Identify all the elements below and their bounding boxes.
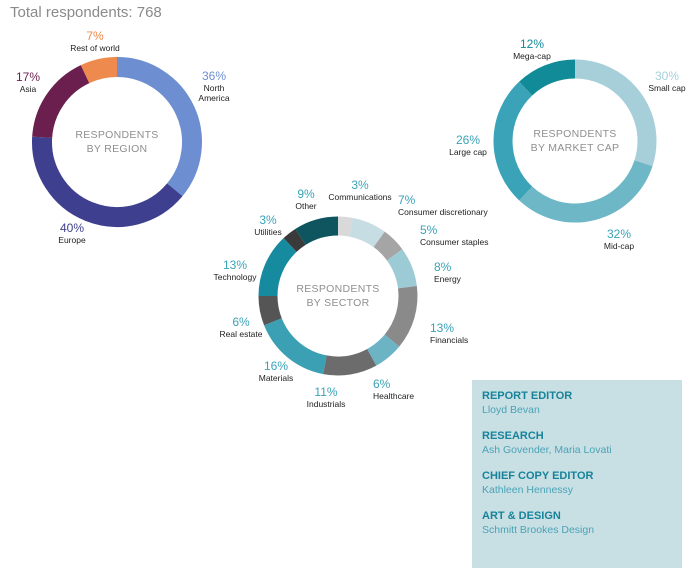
slice-percent: 3% — [259, 213, 277, 227]
slice-percent: 30% — [655, 69, 679, 83]
donut-slice — [258, 295, 282, 326]
slice-percent: 9% — [297, 187, 315, 201]
donut-slice — [386, 249, 417, 289]
slice-label: Utilities — [254, 227, 281, 237]
donut-chart: 30%Small cap 32%Mid-cap 26%Large cap 12%Meg… — [449, 37, 686, 251]
donut-slice — [32, 65, 90, 139]
donut-slice — [32, 136, 183, 227]
donut-slice — [283, 228, 306, 253]
slice-percent: 12% — [520, 37, 544, 51]
slice-percent: 26% — [456, 133, 480, 147]
donut-slice — [80, 57, 118, 84]
slice-label: Large cap — [449, 147, 487, 157]
slice-label: Real estate — [220, 329, 263, 339]
slice-percent: 3% — [351, 178, 369, 192]
slice-percent: 8% — [434, 260, 452, 274]
donut-slice — [373, 231, 403, 261]
donut-center-title: RESPONDENTS — [296, 283, 379, 295]
donut-center-title: BY MARKET CAP — [531, 142, 620, 154]
slice-label: Mega-cap — [513, 51, 551, 61]
slice-label: Asia — [20, 84, 37, 94]
slice-label: Europe — [58, 235, 86, 245]
credit-role: ART & DESIGN — [482, 510, 561, 522]
donut-slice — [574, 59, 657, 167]
donut-slice — [366, 334, 400, 366]
slice-label: Materials — [259, 373, 293, 383]
donut-slice — [116, 57, 202, 197]
donut-center-title: BY REGION — [87, 143, 148, 155]
donut-slice — [258, 238, 297, 297]
credit-role: REPORT EDITOR — [482, 390, 573, 402]
slice-percent: 6% — [232, 315, 250, 329]
donut-slice — [264, 317, 328, 375]
slice-percent: 13% — [430, 321, 454, 335]
slice-percent: 13% — [223, 258, 247, 272]
slice-label: Other — [295, 201, 316, 211]
slice-label: Rest of world — [70, 43, 120, 53]
slice-label: Small cap — [648, 83, 686, 93]
slice-percent: 7% — [86, 29, 104, 43]
donut-slice — [493, 81, 533, 201]
credits-panel: REPORT EDITOR Lloyd Bevan RESEARCH Ash G… — [472, 380, 682, 568]
slice-label: Healthcare — [373, 391, 414, 401]
donut-center-title: BY SECTOR — [307, 297, 370, 309]
slice-label: Technology — [213, 272, 257, 282]
credit-name: Ash Govender, Maria Lovati — [482, 444, 612, 456]
donut-slice — [519, 59, 576, 96]
slice-label: Consumer staples — [420, 237, 489, 247]
donut-center-title: RESPONDENTS — [533, 128, 616, 140]
slice-label: Energy — [434, 274, 462, 284]
donut-center-title: RESPONDENTS — [75, 129, 158, 141]
slice-percent: 11% — [314, 385, 337, 399]
slice-label: America — [198, 93, 229, 103]
slice-percent: 17% — [16, 70, 40, 84]
donut-slice — [337, 216, 353, 237]
donut-slice — [295, 216, 339, 246]
slice-percent: 40% — [60, 221, 84, 235]
slice-percent: 6% — [373, 377, 391, 391]
donut-slice — [384, 286, 418, 347]
slice-label: Financials — [430, 335, 468, 345]
slice-label: Mid-cap — [604, 241, 635, 251]
credit-name: Kathleen Hennessy — [482, 484, 574, 496]
slice-percent: 16% — [264, 359, 288, 373]
slice-percent: 5% — [420, 223, 438, 237]
slice-percent: 36% — [202, 69, 226, 83]
total-respondents: Total respondents: 768 — [10, 4, 162, 21]
donut-slice — [348, 217, 385, 248]
slice-label: North — [204, 83, 225, 93]
slice-label: Industrials — [307, 399, 346, 409]
slice-label: Communications — [328, 192, 391, 202]
donut-slice — [519, 160, 653, 223]
credit-name: Lloyd Bevan — [482, 404, 540, 416]
slice-label: Consumer discretionary — [398, 207, 489, 217]
slice-percent: 32% — [607, 227, 631, 241]
slice-percent: 7% — [398, 193, 416, 207]
credit-name: Schmitt Brookes Design — [482, 524, 595, 536]
donut-slice — [323, 348, 377, 376]
credit-role: RESEARCH — [482, 430, 544, 442]
credit-role: CHIEF COPY EDITOR — [482, 470, 594, 482]
donut-chart: 3%Communications 7%Consumer discretionary… — [213, 178, 488, 409]
